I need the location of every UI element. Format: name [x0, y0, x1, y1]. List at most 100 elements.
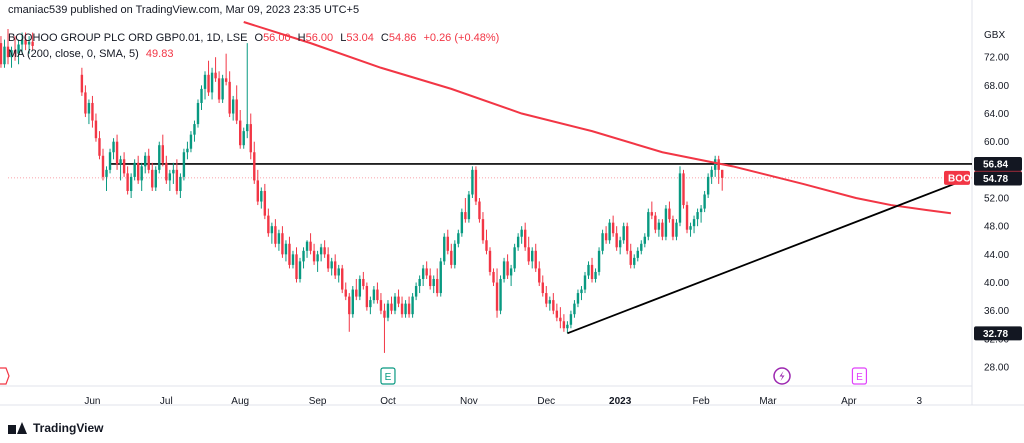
candle-body: [115, 141, 119, 165]
candle-body: [643, 236, 647, 244]
candle-body: [351, 289, 354, 315]
candle-body: [467, 194, 471, 220]
candle-body: [460, 212, 464, 234]
candle-body: [179, 176, 182, 191]
symbol-tag-label: BOO: [948, 173, 971, 184]
candle-body: [203, 74, 207, 89]
high-value: 56.00: [305, 32, 334, 44]
y-tick-label: 60.00: [984, 137, 1009, 148]
y-tick-label: 52.00: [984, 194, 1009, 205]
x-tick-label: Aug: [231, 396, 249, 407]
candle-body: [323, 247, 326, 255]
chart-legend: BOOHOO GROUP PLC ORD GBP0.01, 1D, LSE O5…: [8, 30, 499, 62]
candle-body: [404, 303, 407, 315]
candle-body: [559, 317, 562, 322]
candle-body: [450, 250, 453, 265]
x-tick-label: Mar: [759, 396, 777, 407]
candle-body: [471, 169, 474, 195]
candle-body: [277, 233, 281, 244]
candle-body: [622, 226, 625, 241]
candle-body: [604, 233, 608, 241]
candle-body: [689, 226, 692, 230]
candle-body: [478, 201, 481, 220]
candle-body: [418, 278, 421, 287]
candle-body: [333, 261, 337, 276]
candle-body: [101, 155, 105, 177]
candle-body: [0, 43, 3, 65]
candle-body: [3, 46, 6, 65]
candle-body: [348, 296, 351, 315]
candle-body: [330, 261, 333, 269]
candle-body: [316, 254, 319, 262]
candle-body: [249, 124, 252, 153]
candle-body: [671, 219, 675, 237]
candle-body: [555, 310, 559, 318]
candle-body: [231, 99, 235, 114]
candle-body: [98, 138, 101, 156]
candle-body: [474, 169, 478, 202]
y-tick-label: 64.00: [984, 109, 1009, 120]
candle-body: [31, 41, 34, 46]
candle-body: [523, 229, 527, 248]
candle-body: [260, 190, 263, 202]
candle-body: [464, 212, 467, 220]
offscreen-event-marker: [0, 367, 10, 385]
candle-body: [636, 250, 639, 258]
y-tick-label: 28.00: [984, 362, 1009, 373]
candle-body: [678, 173, 682, 223]
candle-body: [158, 145, 161, 170]
candle-body: [414, 286, 418, 297]
candle-body: [699, 208, 703, 213]
candle-body: [407, 303, 411, 315]
candle-body: [425, 268, 428, 276]
candle-body: [583, 275, 587, 290]
x-tick-label: Dec: [537, 396, 555, 407]
price-tag-label: 54.78: [983, 174, 1008, 185]
candle-body: [534, 250, 537, 269]
candle-body: [428, 275, 432, 287]
candle-body: [717, 159, 720, 170]
lightning-icon: [779, 371, 785, 381]
candle-body: [597, 250, 601, 272]
price-tag: [974, 156, 1022, 171]
candle-body: [706, 176, 710, 195]
candle-body: [136, 162, 140, 181]
symbol-row: BOOHOO GROUP PLC ORD GBP0.01, 1D, LSE O5…: [8, 30, 499, 46]
candle-body: [369, 300, 372, 308]
candle-body: [270, 226, 274, 234]
support-trendline: [567, 177, 969, 335]
candle-body: [246, 124, 249, 132]
candle-body: [664, 208, 668, 237]
y-tick-label: 40.00: [984, 278, 1009, 289]
x-tick-label: Sep: [309, 396, 327, 407]
candle-body: [298, 261, 302, 279]
candle-body: [615, 233, 618, 248]
currency-label: GBX: [984, 30, 1005, 41]
candle-body: [594, 271, 597, 279]
candle-body: [224, 78, 228, 82]
candle-body: [611, 222, 615, 234]
candle-body: [506, 261, 509, 276]
candle-body: [675, 222, 678, 237]
candle-body: [386, 303, 390, 318]
ma-value: 49.83: [145, 48, 174, 60]
candle-body: [713, 159, 717, 170]
candle-body: [457, 233, 460, 244]
candle-body: [210, 72, 214, 93]
candle-body: [541, 282, 544, 294]
candle-body: [182, 152, 186, 177]
candle-body: [569, 314, 573, 325]
candle-body: [618, 240, 622, 248]
candle-body: [531, 250, 534, 262]
candle-body: [309, 241, 312, 251]
candle-body: [341, 268, 344, 290]
x-tick-label: Nov: [460, 396, 478, 407]
x-tick-label: Jun: [84, 396, 100, 407]
ma-row: MA (200, close, 0, SMA, 5) 49.83: [8, 46, 499, 62]
candle-body: [576, 293, 580, 304]
candle-body: [288, 243, 291, 265]
candle-body: [650, 212, 654, 216]
candle-body: [654, 215, 657, 230]
candle-body: [151, 169, 154, 188]
